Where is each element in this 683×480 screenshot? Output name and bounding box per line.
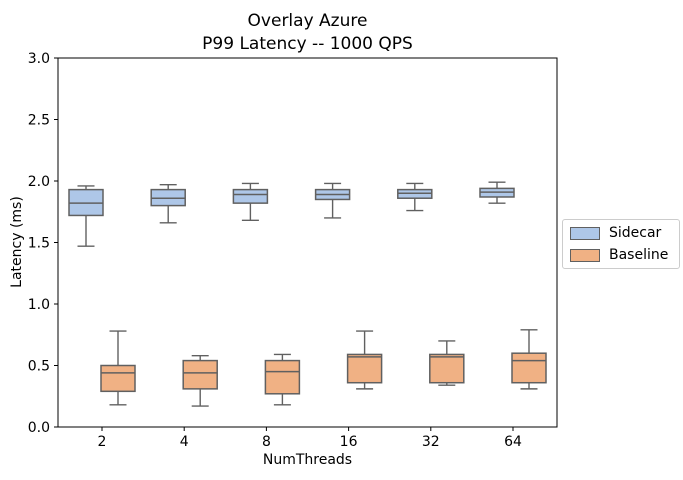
y-axis-label: Latency (ms): [9, 196, 25, 288]
sidecar-swatch-icon: [570, 226, 600, 240]
legend: Sidecar Baseline: [562, 219, 680, 269]
y-tick-label: 1.0: [28, 297, 50, 313]
x-tick-label: 16: [340, 434, 358, 450]
x-axis-label: NumThreads: [262, 452, 353, 468]
box-baseline-32: [429, 353, 465, 384]
y-tick-label: 3.0: [28, 51, 50, 67]
chart-title-block: Overlay Azure P99 Latency -- 1000 QPS: [58, 10, 557, 56]
baseline-swatch-icon: [570, 248, 600, 262]
chart-subtitle: P99 Latency -- 1000 QPS: [202, 34, 413, 54]
box-sidecar-8: [232, 188, 269, 204]
x-tick-label: 32: [422, 434, 440, 450]
box-baseline-4: [182, 359, 218, 390]
box-baseline-2: [100, 364, 136, 393]
legend-label-baseline: Baseline: [609, 247, 669, 263]
x-tick-label: 2: [98, 434, 107, 450]
x-tick-label: 64: [504, 434, 522, 450]
chart-title: Overlay Azure: [247, 11, 368, 31]
box-baseline-8: [264, 359, 301, 395]
y-tick-label: 0.0: [28, 420, 50, 436]
y-tick-label: 1.5: [28, 236, 50, 252]
y-tick-label: 2.0: [28, 174, 50, 190]
legend-label-sidecar: Sidecar: [609, 225, 662, 241]
box-baseline-64: [511, 352, 547, 384]
legend-item-sidecar: Sidecar: [570, 225, 673, 241]
box-baseline-16: [346, 353, 383, 384]
legend-item-baseline: Baseline: [570, 247, 673, 263]
y-tick-label: 0.5: [28, 359, 50, 375]
x-tick-label: 8: [262, 434, 271, 450]
y-tick-label: 2.5: [28, 113, 50, 129]
x-tick-label: 4: [180, 434, 189, 450]
